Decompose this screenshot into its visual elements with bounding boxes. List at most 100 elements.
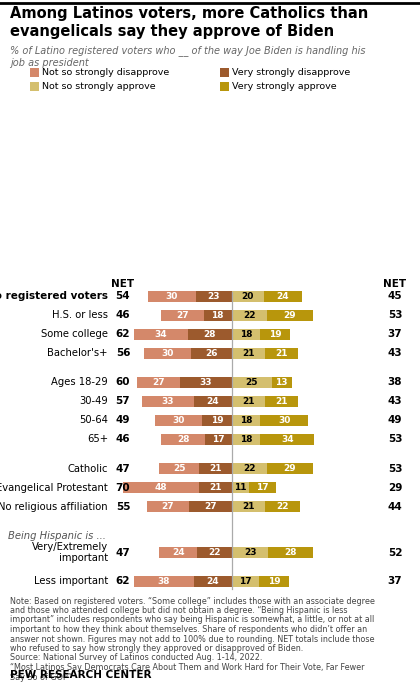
Text: Not so strongly approve: Not so strongly approve [42,81,156,90]
Text: important to how they think about themselves. Share of respondents who didn’t of: important to how they think about themse… [10,625,367,634]
FancyBboxPatch shape [232,348,265,359]
Text: 23: 23 [207,291,220,301]
Text: % of Latino registered voters who __ of the way Joe Biden is handling his
job as: % of Latino registered voters who __ of … [10,45,365,68]
Text: Very strongly approve: Very strongly approve [232,81,336,90]
Text: 21: 21 [242,502,255,511]
FancyBboxPatch shape [137,377,180,388]
Text: 28: 28 [284,548,297,557]
FancyBboxPatch shape [260,434,314,445]
Text: 18: 18 [240,416,252,425]
Text: NET: NET [383,279,407,289]
Text: 27: 27 [162,502,174,511]
FancyBboxPatch shape [267,464,312,475]
Text: 50-64: 50-64 [79,416,108,425]
FancyBboxPatch shape [232,291,264,301]
Text: Not so strongly disapprove: Not so strongly disapprove [42,67,169,76]
Text: 30-49: 30-49 [79,396,108,407]
FancyBboxPatch shape [180,377,232,388]
FancyBboxPatch shape [220,68,229,77]
Text: 60: 60 [116,378,130,387]
Text: 18: 18 [240,435,252,444]
FancyBboxPatch shape [265,501,300,512]
Text: 28: 28 [204,330,216,339]
FancyBboxPatch shape [205,434,232,445]
Text: important” includes respondents who say being Hispanic is somewhat, a little, or: important” includes respondents who say … [10,616,374,625]
FancyBboxPatch shape [267,310,312,321]
Text: 37: 37 [388,329,402,339]
Text: 62: 62 [116,329,130,339]
Text: 29: 29 [284,464,296,473]
Text: 22: 22 [243,310,256,319]
FancyBboxPatch shape [161,434,205,445]
FancyBboxPatch shape [259,575,289,586]
Text: 70: 70 [116,483,130,493]
Text: 45: 45 [388,291,402,301]
Text: 30: 30 [172,416,184,425]
Text: Very strongly disapprove: Very strongly disapprove [232,67,350,76]
Text: Evangelical Protestant: Evangelical Protestant [0,483,108,493]
Text: 33: 33 [162,397,174,406]
FancyBboxPatch shape [123,482,199,493]
Text: 54: 54 [116,291,130,301]
Text: 19: 19 [211,416,223,425]
FancyBboxPatch shape [204,310,232,321]
FancyBboxPatch shape [30,82,39,91]
Text: 53: 53 [388,434,402,444]
Text: 34: 34 [155,330,167,339]
Text: 24: 24 [207,397,219,406]
Text: 20: 20 [241,291,254,301]
FancyBboxPatch shape [260,328,291,339]
Text: 21: 21 [209,484,222,493]
FancyBboxPatch shape [265,348,298,359]
FancyBboxPatch shape [30,68,39,77]
Text: 18: 18 [212,310,224,319]
FancyBboxPatch shape [232,575,259,586]
FancyBboxPatch shape [148,291,196,301]
Text: Among Latinos voters, more Catholics than
evangelicals say they approve of Biden: Among Latinos voters, more Catholics tha… [10,6,368,39]
FancyBboxPatch shape [264,291,302,301]
FancyBboxPatch shape [191,348,232,359]
FancyBboxPatch shape [232,328,260,339]
Text: 29: 29 [284,310,296,319]
Text: Very/Extremely
important: Very/Extremely important [32,542,108,564]
Text: Latino registered voters: Latino registered voters [0,291,108,301]
FancyBboxPatch shape [249,482,276,493]
Text: “Most Latinos Say Democrats Care About Them and Work Hard for Their Vote, Far Fe: “Most Latinos Say Democrats Care About T… [10,663,365,672]
FancyBboxPatch shape [220,82,229,91]
Text: 56: 56 [116,348,130,358]
Text: answer not shown. Figures may not add to 100% due to rounding. NET totals includ: answer not shown. Figures may not add to… [10,634,375,643]
Text: Ages 18-29: Ages 18-29 [51,378,108,387]
Text: PEW RESEARCH CENTER: PEW RESEARCH CENTER [10,670,152,680]
Text: 27: 27 [176,310,189,319]
Text: 30: 30 [161,348,173,357]
FancyBboxPatch shape [147,501,189,512]
Text: 55: 55 [116,502,130,512]
Text: 25: 25 [173,464,185,473]
FancyBboxPatch shape [144,348,191,359]
FancyBboxPatch shape [232,377,271,388]
Text: 43: 43 [388,396,402,407]
FancyBboxPatch shape [159,464,199,475]
Text: 24: 24 [276,291,289,301]
Text: 21: 21 [276,397,288,406]
Text: 17: 17 [239,577,252,586]
FancyBboxPatch shape [268,547,312,558]
FancyBboxPatch shape [134,328,188,339]
Text: 33: 33 [200,378,212,387]
Text: 44: 44 [388,502,402,512]
Text: 34: 34 [281,435,294,444]
FancyBboxPatch shape [232,501,265,512]
Text: 24: 24 [207,577,219,586]
Text: 49: 49 [388,416,402,425]
FancyBboxPatch shape [159,547,197,558]
Text: 47: 47 [116,548,130,557]
Text: 38: 38 [158,577,171,586]
FancyBboxPatch shape [196,291,232,301]
Text: 19: 19 [269,330,282,339]
Text: 21: 21 [209,464,222,473]
Text: 24: 24 [172,548,185,557]
Text: No religious affiliation: No religious affiliation [0,502,108,512]
FancyBboxPatch shape [232,482,249,493]
Text: 62: 62 [116,576,130,586]
FancyBboxPatch shape [197,547,232,558]
